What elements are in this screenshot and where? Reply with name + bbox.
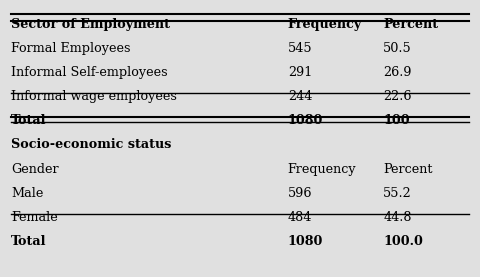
Text: Total: Total	[11, 114, 47, 127]
Text: 244: 244	[288, 90, 312, 103]
Text: Gender: Gender	[11, 163, 59, 176]
Text: 484: 484	[288, 211, 312, 224]
Text: Female: Female	[11, 211, 58, 224]
Text: Total: Total	[11, 235, 47, 248]
Text: Informal wage employees: Informal wage employees	[11, 90, 177, 103]
Text: Informal Self-employees: Informal Self-employees	[11, 66, 168, 79]
Text: 545: 545	[288, 42, 312, 55]
Text: 100: 100	[383, 114, 410, 127]
Text: 22.6: 22.6	[383, 90, 412, 103]
Text: 1080: 1080	[288, 235, 323, 248]
Text: Frequency: Frequency	[288, 163, 356, 176]
Text: Formal Employees: Formal Employees	[11, 42, 131, 55]
Text: 291: 291	[288, 66, 312, 79]
Text: Percent: Percent	[383, 163, 432, 176]
Text: 100.0: 100.0	[383, 235, 423, 248]
Text: Percent: Percent	[383, 18, 438, 31]
Text: Sector of Employment: Sector of Employment	[11, 18, 170, 31]
Text: Frequency: Frequency	[288, 18, 362, 31]
Text: Socio-economic status: Socio-economic status	[11, 138, 171, 152]
Text: 596: 596	[288, 187, 312, 200]
Text: 55.2: 55.2	[383, 187, 412, 200]
Text: 26.9: 26.9	[383, 66, 412, 79]
Text: 44.8: 44.8	[383, 211, 412, 224]
Text: 50.5: 50.5	[383, 42, 412, 55]
Text: 1080: 1080	[288, 114, 323, 127]
Text: Male: Male	[11, 187, 43, 200]
